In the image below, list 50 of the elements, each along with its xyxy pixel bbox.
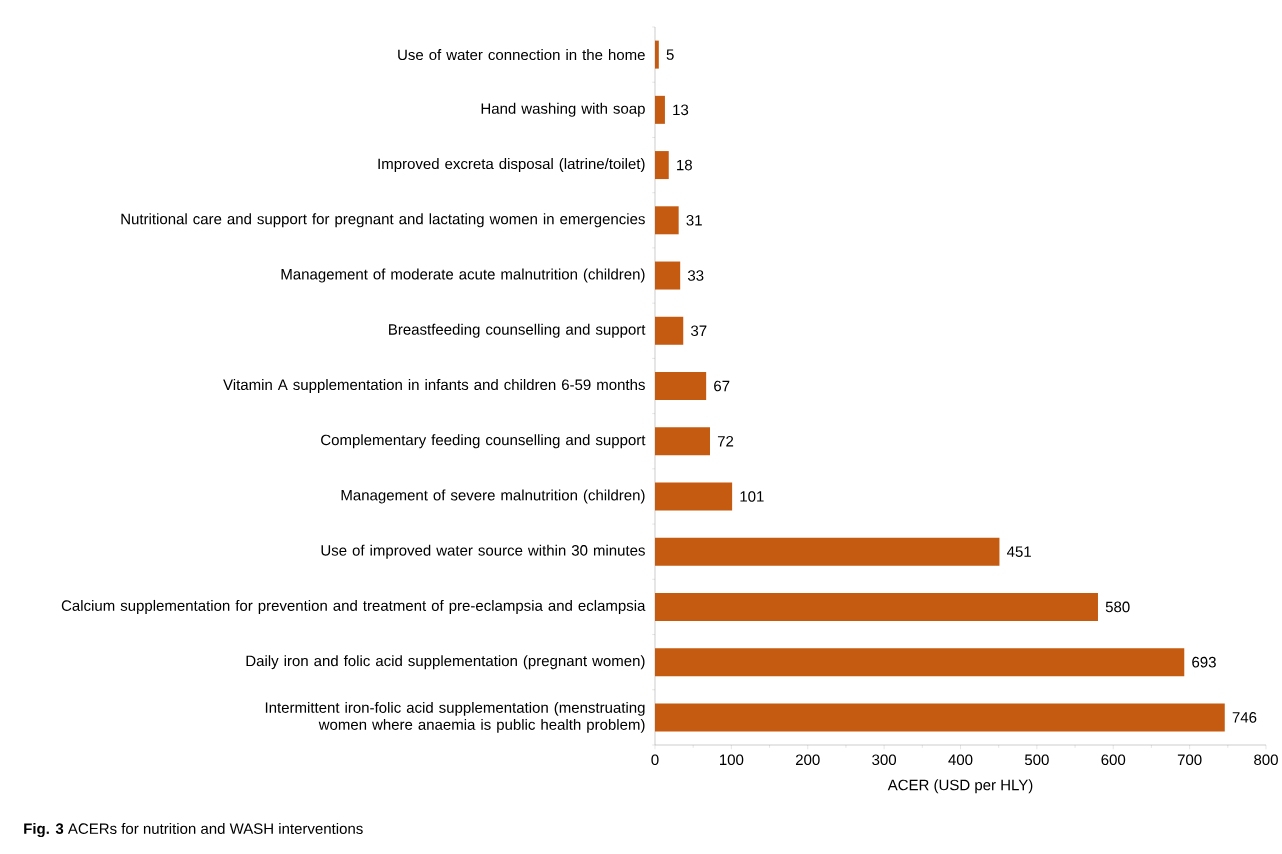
data-label: 67 [714, 380, 730, 392]
y-tick-label: Management of severe malnutrition (children) [341, 489, 645, 504]
data-label: 5 [666, 49, 674, 60]
x-tick-label: 400 [948, 754, 973, 766]
bar [654, 261, 681, 290]
x-tick-label: 100 [720, 754, 744, 766]
x-tick-label: 0 [651, 754, 659, 766]
data-label: 37 [691, 325, 707, 337]
y-tick-label: Use of water connection in the home [398, 49, 645, 61]
bar [654, 40, 659, 69]
bar [654, 482, 733, 511]
data-label: 101 [740, 491, 764, 502]
y-tick-label: Hand washing with soap [481, 102, 645, 117]
data-label: 746 [1232, 712, 1257, 723]
y-tick-label: Improved excreta disposal (latrine/toilet) [378, 158, 645, 173]
y-tick-label: Vitamin A supplementation in infants and children 6-59 months [223, 379, 645, 393]
x-tick-label: 700 [1177, 754, 1202, 766]
y-tick-label: Nutritional care and support for pregnant and lactating women in emergencies [121, 213, 645, 228]
data-label: 580 [1105, 601, 1130, 613]
x-axis-title: ACER (USD per HLY) [887, 779, 1033, 794]
bar [654, 648, 1185, 677]
bar [654, 95, 665, 124]
x-tick-label: 300 [872, 754, 897, 766]
data-label: 33 [687, 270, 704, 281]
y-tick-label: Daily iron and folic acid supplementation (pregnant women) [246, 655, 645, 670]
bar [654, 151, 669, 180]
x-tick-label: 800 [1254, 754, 1278, 766]
y-tick-label: Use of improved water source within 30 minutes [321, 544, 645, 559]
bar [654, 703, 1225, 732]
x-tick-label: 500 [1024, 754, 1049, 766]
bar [654, 427, 710, 456]
data-label: 18 [677, 159, 692, 171]
y-tick-label: Complementary feeding counselling and support [321, 434, 646, 449]
y-tick-label: Management of moderate acute malnutrition (children) [281, 268, 645, 283]
bar [654, 592, 1098, 621]
x-tick-label: 200 [795, 754, 820, 766]
bar [654, 372, 707, 400]
data-label: 693 [1192, 656, 1216, 668]
text: Fig. 3 ACERs for nutrition and WASH interventions [24, 822, 363, 838]
bar [654, 537, 1000, 566]
data-label: 31 [686, 214, 702, 226]
y-tick-label: Intermittent iron-folic acid supplementation (menstruating women where anaemia is public health problem) [265, 701, 645, 733]
bar [654, 316, 684, 345]
y-tick-label: Calcium supplementation for prevention and treatment of pre-eclampsia and eclampsia [61, 599, 646, 614]
x-tick-label: 600 [1101, 754, 1126, 766]
data-label: 72 [717, 435, 734, 447]
data-label: 13 [673, 104, 689, 116]
bar [654, 206, 679, 235]
data-label: 451 [1006, 546, 1031, 557]
y-tick-label: Breastfeeding counselling and support [389, 323, 646, 338]
